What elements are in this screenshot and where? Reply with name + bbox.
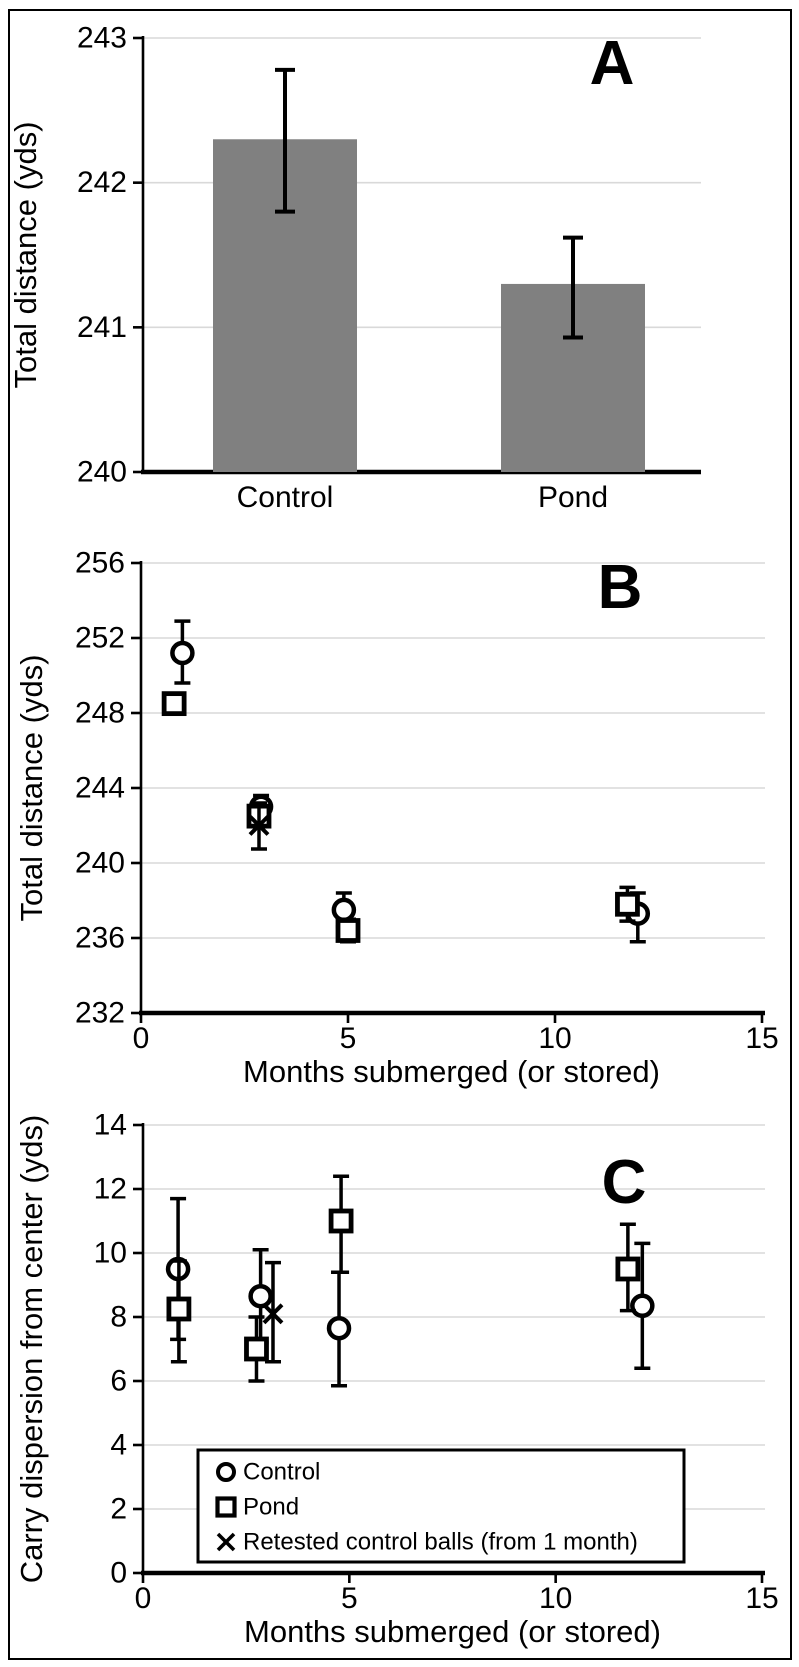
x-tick-label: 0 bbox=[135, 1582, 152, 1615]
y-tick-label: 248 bbox=[75, 697, 125, 730]
legend-box bbox=[196, 1448, 686, 1564]
series-pond bbox=[161, 691, 640, 944]
legend: Control Pond Retested control balls (from … bbox=[196, 1448, 686, 1564]
pond-marker-square bbox=[615, 891, 640, 917]
series-retested bbox=[248, 801, 270, 851]
y-tick-label: 244 bbox=[75, 772, 125, 805]
series-retested bbox=[262, 1260, 284, 1364]
y-tick-label: 14 bbox=[94, 1109, 127, 1142]
x-tick-label: 5 bbox=[340, 1022, 357, 1055]
y-axis-title: Total distance (yds) bbox=[8, 121, 43, 388]
control-marker-circle bbox=[326, 1315, 352, 1341]
y-tick-label: 240 bbox=[77, 456, 127, 489]
x-axis-title: Months submerged (or stored) bbox=[244, 1614, 661, 1649]
x-tick-label: 10 bbox=[538, 1022, 571, 1055]
panel-letter: B bbox=[598, 553, 643, 622]
pond-marker-square bbox=[328, 1208, 354, 1234]
x-tick-label: 5 bbox=[341, 1582, 358, 1615]
y-tick-label: 232 bbox=[75, 997, 125, 1030]
y-tick-label: 10 bbox=[94, 1237, 127, 1270]
pond-marker-square bbox=[166, 1296, 192, 1322]
x-tick-label: 15 bbox=[745, 1022, 778, 1055]
category-label-control: Control bbox=[237, 481, 334, 514]
y-axis-title: Carry dispersion from center (yds) bbox=[14, 1115, 49, 1584]
legend-label-retested: Retested control balls (from 1 month) bbox=[243, 1529, 638, 1556]
legend-x-icon bbox=[216, 1532, 236, 1552]
y-tick-label: 0 bbox=[110, 1557, 127, 1590]
series-pond bbox=[166, 1174, 641, 1383]
legend-label-control: Control bbox=[243, 1459, 320, 1486]
y-tick-label: 256 bbox=[75, 547, 125, 580]
x-tick-label: 15 bbox=[745, 1582, 778, 1615]
legend-circle-icon bbox=[216, 1462, 236, 1482]
retested-marker-x bbox=[262, 1303, 284, 1325]
control-marker-circle bbox=[248, 1283, 273, 1309]
panel-b: 232 236 240 244 248 252 256 Total distance (yds… bbox=[14, 547, 779, 1090]
control-marker-circle bbox=[331, 897, 357, 923]
y-tick-label: 242 bbox=[77, 166, 127, 199]
pond-marker-square bbox=[615, 1256, 641, 1282]
retested-marker-x bbox=[248, 815, 270, 836]
control-marker-circle bbox=[630, 1293, 655, 1319]
y-axis-title: Total distance (yds) bbox=[14, 654, 49, 921]
y-tick-label: 243 bbox=[77, 22, 127, 55]
series-control bbox=[170, 619, 651, 944]
y-tick-label: 241 bbox=[77, 311, 127, 344]
y-tick-label: 236 bbox=[75, 922, 125, 955]
category-label-pond: Pond bbox=[538, 481, 608, 514]
panel-c: 0 2 4 6 8 10 12 14 Carry dispersion from center … bbox=[14, 1109, 779, 1650]
x-tick-label: 0 bbox=[133, 1022, 150, 1055]
legend-label-pond: Pond bbox=[243, 1494, 299, 1521]
panel-a: 240 241 242 243 Total distance (yds) A Control… bbox=[8, 22, 701, 514]
y-tick-label: 240 bbox=[75, 847, 125, 880]
y-tick-label: 4 bbox=[110, 1429, 127, 1462]
y-tick-label: 252 bbox=[75, 622, 125, 655]
legend-square-icon bbox=[215, 1496, 237, 1518]
figure-border bbox=[8, 9, 792, 1660]
x-tick-label: 10 bbox=[539, 1582, 572, 1615]
series-control bbox=[165, 1196, 655, 1388]
panel-letter: C bbox=[602, 1148, 647, 1217]
pond-marker-square bbox=[335, 918, 361, 943]
y-tick-label: 12 bbox=[94, 1173, 127, 1206]
pond-marker-square bbox=[244, 1336, 269, 1362]
y-tick-label: 8 bbox=[110, 1301, 127, 1334]
y-tick-label: 2 bbox=[110, 1493, 127, 1526]
y-tick-label: 6 bbox=[110, 1365, 127, 1398]
panel-letter: A bbox=[590, 29, 635, 98]
x-axis-title: Months submerged (or stored) bbox=[243, 1054, 660, 1089]
pond-marker-square bbox=[161, 691, 187, 717]
control-marker-circle bbox=[170, 640, 195, 666]
